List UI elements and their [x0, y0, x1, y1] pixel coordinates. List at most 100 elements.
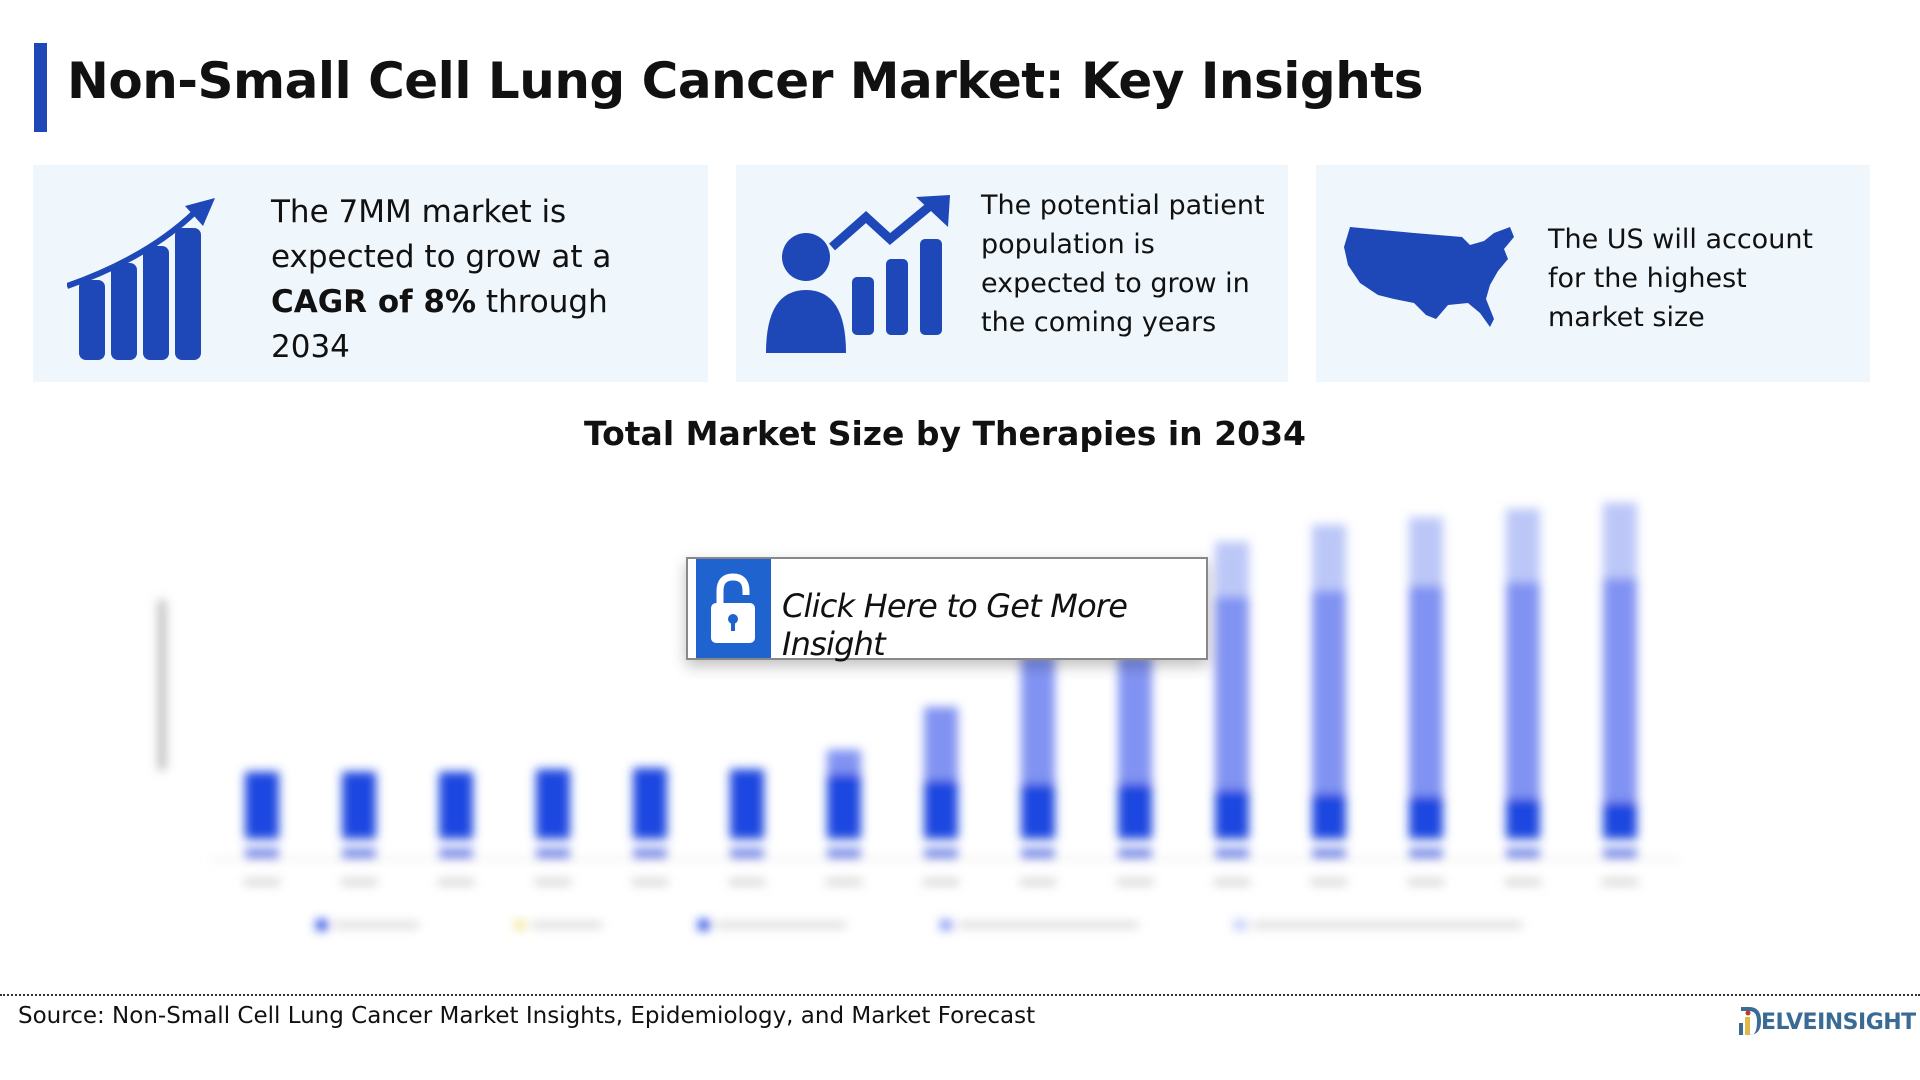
us-map-icon: [1344, 227, 1514, 327]
unlock-icon: [696, 559, 771, 658]
chart-bar-segment: [1215, 790, 1249, 839]
chart-bar-segment: [1312, 590, 1346, 794]
chart-bar-segment: [924, 706, 958, 781]
chart-bar-segment: [1409, 517, 1443, 586]
chart-bar-segment: [827, 749, 861, 775]
insight-text: The 7MM market is expected to grow at a …: [271, 190, 611, 370]
y-axis-label-blurred: [158, 600, 166, 770]
blurred-market-chart: [158, 502, 1680, 930]
title-accent-bar: [34, 43, 47, 132]
chart-bar-base: [536, 849, 570, 858]
chart-bar-segment: [1603, 802, 1637, 839]
chart-title: Total Market Size by Therapies in 2034: [583, 414, 1307, 453]
legend-swatch: [1234, 920, 1246, 930]
x-tick-label-blurred: [1602, 879, 1638, 885]
legend-label-blurred: [716, 922, 846, 928]
chart-bar-base: [730, 849, 764, 858]
get-more-insight-button[interactable]: Click Here to Get More Insight: [686, 557, 1208, 663]
legend-label-blurred: [1252, 922, 1522, 928]
chart-bar-base: [1312, 849, 1346, 858]
chart-bar-segment: [1118, 655, 1152, 784]
x-tick-label-blurred: [1505, 879, 1541, 885]
chart-bar-segment: [1021, 783, 1055, 839]
chart-bar-base: [1506, 849, 1540, 858]
chart-bar-segment: [827, 774, 861, 839]
chart-bar-segment: [536, 769, 570, 839]
text-line: population is: [981, 229, 1155, 260]
text-line: The US will account: [1548, 224, 1814, 255]
x-tick-label-blurred: [632, 879, 668, 885]
chart-bar-segment: [1118, 783, 1152, 839]
x-tick-label-blurred: [729, 879, 765, 885]
chart-bar-base: [1215, 849, 1249, 858]
text-line: expected to grow in: [981, 268, 1250, 299]
chart-bar-base: [1118, 849, 1152, 858]
legend-label-blurred: [958, 922, 1138, 928]
chart-bar-segment: [1603, 502, 1637, 579]
chart-bar-segment: [1215, 541, 1249, 597]
chart-bar-segment: [1021, 655, 1055, 784]
legend-swatch: [940, 920, 952, 930]
x-tick-label-blurred: [826, 879, 862, 885]
chart-bar-segment: [730, 769, 764, 839]
chart-bar-segment: [439, 771, 473, 839]
x-tick-label-blurred: [1117, 879, 1153, 885]
text-line: the coming years: [981, 307, 1217, 338]
text-line: The potential patient: [981, 190, 1265, 221]
x-tick-label-blurred: [1311, 879, 1347, 885]
chart-bar-base: [439, 849, 473, 858]
x-tick-label-blurred: [923, 879, 959, 885]
legend-swatch: [698, 920, 710, 930]
chart-bar-segment: [1506, 582, 1540, 799]
chart-bar-segment: [633, 768, 667, 839]
delveinsight-logo: ELVEINSIGHT: [1737, 1005, 1916, 1037]
source-note: Source: Non-Small Cell Lung Cancer Marke…: [18, 1003, 1036, 1029]
legend-label-blurred: [334, 922, 419, 928]
insight-text: The US will account for the highest mark…: [1548, 220, 1813, 337]
chart-bar-segment: [1409, 796, 1443, 839]
text-line: expected to grow at a: [271, 239, 612, 275]
growth-bar-chart-icon: [67, 198, 215, 360]
legend-swatch: [316, 920, 328, 930]
chart-bar-base: [827, 849, 861, 858]
footer-divider: [0, 994, 1920, 996]
chart-bar-segment: [1312, 793, 1346, 839]
chart-bar-base: [924, 849, 958, 858]
x-tick-label-blurred: [438, 879, 474, 885]
insight-card-us: The US will account for the highest mark…: [1316, 165, 1870, 382]
chart-bar-segment: [1603, 578, 1637, 803]
chart-bar-base: [342, 849, 376, 858]
chart-bar-base: [633, 849, 667, 858]
patient-growth-icon: [766, 195, 950, 353]
cta-label: Click Here to Get More Insight: [782, 587, 1128, 663]
chart-bar-base: [1409, 849, 1443, 858]
text-line: The 7MM market is: [271, 194, 567, 230]
text-line: CAGR of 8% through: [271, 280, 611, 325]
x-tick-label-blurred: [341, 879, 377, 885]
x-tick-label-blurred: [1408, 879, 1444, 885]
x-tick-label-blurred: [1214, 879, 1250, 885]
chart-bar-segment: [1409, 585, 1443, 797]
chart-bar-segment: [1506, 798, 1540, 839]
chart-bar-base: [1021, 849, 1055, 858]
chart-bar-base: [245, 849, 279, 858]
text-line: 2034: [271, 329, 350, 365]
chart-bar-segment: [1312, 524, 1346, 591]
legend-label-blurred: [532, 922, 602, 928]
logo-wordmark: ELVEINSIGHT: [1761, 1010, 1916, 1035]
x-tick-label-blurred: [244, 879, 280, 885]
chart-bar-base: [1603, 849, 1637, 858]
x-tick-label-blurred: [1020, 879, 1056, 885]
chart-bar-segment: [1506, 508, 1540, 583]
text-fragment: through: [476, 284, 608, 320]
chart-bar-segment: [245, 771, 279, 839]
page-title: Non-Small Cell Lung Cancer Market: Key I…: [67, 52, 1423, 110]
legend-swatch: [514, 920, 526, 930]
insight-card-patients: The potential patient population is expe…: [736, 165, 1288, 382]
chart-bar-segment: [1215, 596, 1249, 791]
cagr-highlight: CAGR of 8%: [271, 284, 477, 320]
chart-bar-segment: [342, 771, 376, 839]
chart-bar-segment: [924, 780, 958, 839]
text-line: for the highest: [1548, 263, 1747, 294]
insight-text: The potential patient population is expe…: [981, 186, 1265, 342]
